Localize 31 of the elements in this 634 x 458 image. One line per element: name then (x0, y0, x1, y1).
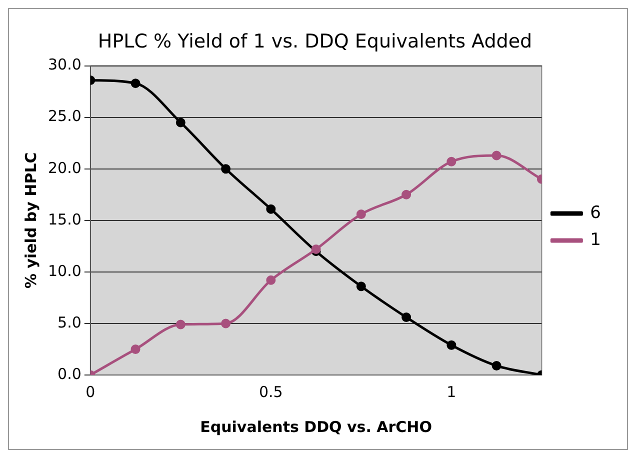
point (356, 209, 366, 219)
x-tick-label: 0.5 (258, 382, 283, 401)
y-tick-label: 5.0 (58, 313, 82, 332)
point (176, 320, 186, 330)
x-tick-label: 0 (86, 382, 96, 401)
x-tick-label: 1 (446, 382, 456, 401)
legend-label: 6 (590, 202, 602, 223)
y-tick-label: 30.0 (48, 56, 82, 74)
y-tick-label: 20.0 (48, 158, 82, 177)
y-tick-label: 0.0 (58, 364, 82, 383)
point (402, 190, 412, 200)
y-axis-title: % yield by HPLC (22, 152, 40, 289)
point (266, 204, 276, 214)
x-axis-title: Equivalents DDQ vs. ArCHO (200, 418, 432, 436)
point (492, 360, 502, 370)
point (176, 118, 186, 128)
legend-label: 1 (590, 230, 602, 250)
point (446, 156, 456, 166)
point (446, 340, 456, 350)
y-tick-label: 10.0 (48, 262, 82, 280)
point (492, 150, 502, 160)
point (130, 344, 140, 354)
y-tick-label: 15.0 (48, 210, 82, 228)
point (266, 275, 276, 285)
point (402, 312, 412, 322)
y-tick-label: 25.0 (48, 107, 82, 126)
point (221, 318, 231, 328)
chart-title: HPLC % Yield of 1 vs. DDQ Equivalents Added (98, 30, 532, 52)
point (356, 282, 366, 292)
point (221, 164, 231, 174)
point (130, 78, 140, 88)
